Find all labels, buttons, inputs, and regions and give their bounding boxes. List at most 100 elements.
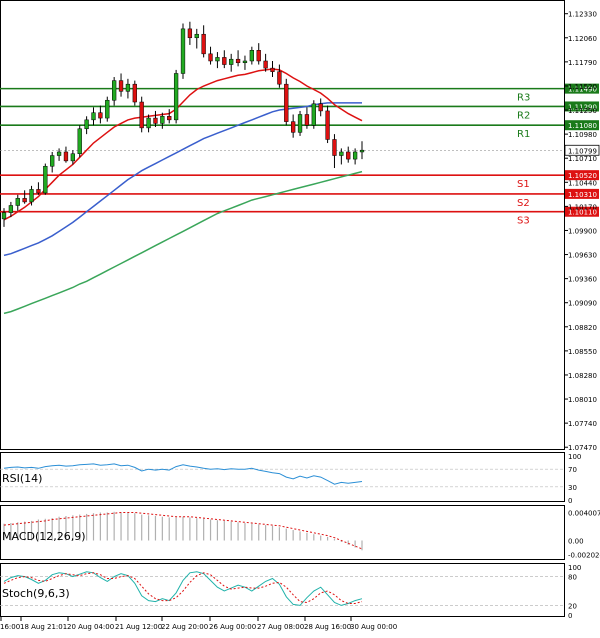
level-price-label: 1.11490 bbox=[568, 86, 597, 94]
y-tick-label: 1.09900 bbox=[568, 227, 597, 235]
level-name-s1: S1 bbox=[517, 179, 530, 190]
level-name-r1: R1 bbox=[517, 129, 530, 140]
x-tick-label: 30 Aug 00:00 bbox=[350, 623, 397, 631]
y-tick-label: 1.10710 bbox=[568, 155, 597, 163]
y-tick-label: 1.09090 bbox=[568, 300, 597, 308]
y-tick-label: 1.07470 bbox=[568, 444, 597, 452]
x-tick-label: 20 Aug 04:00 bbox=[67, 623, 114, 631]
candle-body bbox=[339, 151, 344, 156]
level-price-tag bbox=[565, 188, 599, 199]
stoch-tick-label: 20 bbox=[568, 602, 577, 610]
candle-body bbox=[8, 205, 14, 213]
candle-body bbox=[208, 53, 213, 62]
level-price-label: 1.10310 bbox=[568, 191, 597, 199]
candle-body bbox=[1, 212, 7, 220]
candle-body bbox=[263, 60, 268, 69]
level-price-label: 1.10520 bbox=[568, 172, 597, 180]
y-tick-label: 1.07740 bbox=[568, 420, 597, 428]
candle-body bbox=[284, 83, 289, 122]
macd-panel-frame bbox=[0, 505, 565, 560]
y-tick-label: 1.08010 bbox=[568, 396, 597, 404]
candle-body bbox=[249, 50, 254, 62]
stoch-signal-line bbox=[3, 572, 363, 604]
rsi-tick-label: 30 bbox=[568, 484, 577, 492]
x-tick-label: 18 Aug 21:01 bbox=[20, 623, 67, 631]
candle-body bbox=[139, 101, 144, 129]
price-panel-frame bbox=[0, 0, 565, 450]
candle-body bbox=[125, 83, 131, 92]
macd-tick-label: 0.004007 bbox=[568, 509, 600, 517]
level-price-tag bbox=[565, 170, 599, 181]
level-price-label: 1.10110 bbox=[568, 209, 597, 217]
candle-body bbox=[105, 99, 110, 119]
y-tick-label: 1.09630 bbox=[568, 252, 597, 260]
x-tick-label: 21 Aug 12:00 bbox=[115, 623, 162, 631]
level-price-label: 1.11080 bbox=[568, 122, 597, 130]
rsi-tick-label: 100 bbox=[568, 453, 581, 461]
y-tick-label: 1.08550 bbox=[568, 348, 597, 356]
candle-body bbox=[36, 189, 41, 194]
ma-red-line bbox=[3, 68, 363, 221]
candle-body bbox=[187, 28, 193, 39]
candle-body bbox=[63, 151, 69, 162]
x-tick-label: 28 Aug 16:00 bbox=[304, 623, 351, 631]
rsi-line bbox=[3, 463, 363, 485]
candle-body bbox=[50, 155, 55, 167]
stoch-panel-frame bbox=[0, 563, 565, 617]
candle-body bbox=[346, 151, 351, 160]
level-price-tag bbox=[565, 120, 599, 131]
x-tick-label: 16:00 bbox=[0, 623, 20, 631]
y-tick-label: 1.12060 bbox=[568, 35, 597, 43]
candle-body bbox=[15, 198, 20, 206]
y-tick-label: 1.09360 bbox=[568, 276, 597, 284]
macd-tick-label: 0.00 bbox=[568, 538, 584, 546]
level-name-r3: R3 bbox=[517, 93, 530, 104]
candle-body bbox=[132, 83, 137, 103]
candle-body bbox=[297, 114, 303, 133]
y-tick-label: 1.11790 bbox=[568, 59, 597, 67]
candle-body bbox=[291, 121, 296, 133]
rsi-tick-label: 0 bbox=[568, 497, 572, 505]
candle-body bbox=[359, 149, 365, 153]
candle-body bbox=[153, 117, 158, 124]
level-price-label: 1.11290 bbox=[568, 103, 597, 111]
candle-body bbox=[215, 57, 220, 62]
rsi-label: RSI(14) bbox=[2, 472, 42, 485]
candle-body bbox=[167, 116, 172, 121]
macd-tick-label: -0.002024 bbox=[568, 552, 600, 560]
stoch-tick-label: 80 bbox=[568, 574, 577, 582]
y-tick-label: 1.12330 bbox=[568, 11, 597, 19]
candle-body bbox=[84, 119, 89, 130]
y-tick-label: 1.10980 bbox=[568, 131, 597, 139]
candle-body bbox=[325, 110, 330, 140]
candle-body bbox=[29, 189, 34, 203]
y-tick-label: 1.10170 bbox=[568, 203, 597, 211]
ma-green-line bbox=[3, 170, 363, 315]
candle-body bbox=[270, 67, 275, 72]
stoch-tick-label: 0 bbox=[568, 612, 572, 620]
rsi-tick-label: 70 bbox=[568, 466, 577, 474]
y-tick-label: 1.08820 bbox=[568, 324, 597, 332]
candle-body bbox=[235, 58, 241, 64]
level-price-tag bbox=[565, 83, 599, 94]
candle-body bbox=[98, 112, 103, 119]
candle-body bbox=[173, 73, 179, 121]
candle-body bbox=[43, 165, 48, 194]
candle-body bbox=[352, 151, 358, 160]
level-name-r2: R2 bbox=[517, 110, 530, 121]
candle-body bbox=[77, 128, 82, 154]
x-tick-label: 22 Aug 20:00 bbox=[161, 623, 208, 631]
candle-body bbox=[160, 116, 165, 124]
stoch-label: Stoch(9,6,3) bbox=[2, 587, 70, 600]
candle-body bbox=[229, 58, 234, 65]
ma-blue-line bbox=[3, 102, 362, 257]
candle-body bbox=[180, 28, 186, 74]
y-tick-label: 1.10440 bbox=[568, 179, 597, 187]
candle-body bbox=[311, 103, 316, 126]
candle-body bbox=[256, 50, 261, 62]
candle-body bbox=[242, 60, 248, 64]
x-tick-label: 26 Aug 00:00 bbox=[209, 623, 256, 631]
candle-body bbox=[332, 139, 337, 156]
candle-body bbox=[146, 117, 151, 129]
